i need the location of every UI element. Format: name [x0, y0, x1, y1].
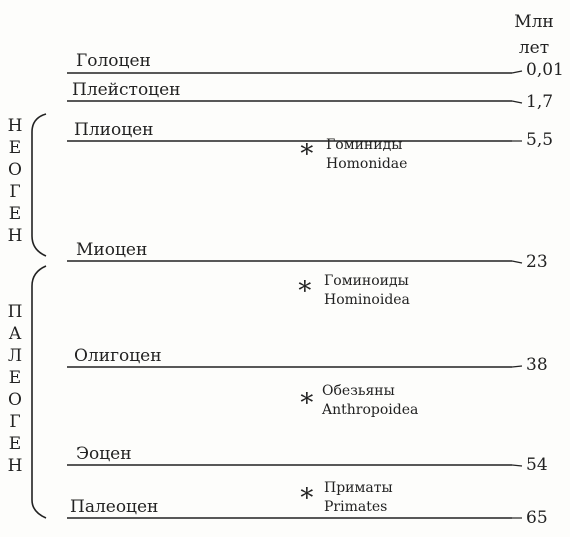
period-letter: Г — [9, 412, 21, 432]
taxon-ru-hominoidea: Гоминоиды — [324, 273, 409, 289]
asterisk-icon: ∗ — [296, 271, 314, 301]
period-letter: О — [8, 160, 22, 180]
epoch-name-pliocene: Плиоцен — [74, 120, 154, 140]
age-tick-pleistocene — [511, 100, 523, 104]
age-tick-miocene — [511, 260, 523, 264]
period-letter: Л — [7, 346, 23, 366]
asterisk-icon: ∗ — [298, 383, 316, 413]
period-letter: П — [7, 302, 23, 322]
age-label-holocene: 0,01 — [526, 60, 564, 80]
taxon-ru-primates: Приматы — [324, 480, 393, 496]
epoch-name-paleocene: Палеоцен — [70, 497, 159, 517]
unit-label-line2: лет — [518, 38, 550, 58]
paleogene-bracket — [31, 265, 47, 519]
period-letter: Н — [7, 226, 23, 246]
epoch-name-eocene: Эоцен — [76, 444, 132, 464]
period-letter: Е — [8, 434, 22, 454]
age-label-paleocene: 65 — [526, 508, 548, 528]
period-letter: Н — [7, 116, 23, 136]
period-letter: Г — [9, 182, 21, 202]
taxon-latin-hominoidea: Hominoidea — [324, 292, 410, 308]
taxon-latin-anthropoidea: Anthropoidea — [322, 402, 419, 418]
taxon-ru-anthropoidea: Обезьяны — [322, 383, 395, 399]
period-letter: Е — [8, 368, 22, 388]
asterisk-icon: ∗ — [298, 134, 316, 164]
period-letter: Е — [8, 204, 22, 224]
period-letter: А — [8, 324, 22, 344]
age-label-pleistocene: 1,7 — [526, 92, 554, 112]
asterisk-icon: ∗ — [298, 478, 316, 508]
taxon-latin-hominidae: Homonidae — [326, 156, 408, 172]
age-tick-holocene — [511, 70, 523, 74]
epoch-name-miocene: Миоцен — [76, 240, 148, 260]
period-letter: Н — [7, 456, 23, 476]
epoch-name-oligocene: Олигоцен — [74, 346, 162, 366]
taxon-latin-primates: Primates — [324, 499, 388, 515]
age-tick-eocene — [511, 464, 523, 467]
period-letter: О — [8, 390, 22, 410]
age-label-eocene: 54 — [526, 455, 548, 475]
age-label-miocene: 23 — [526, 252, 548, 272]
neogene-bracket — [31, 113, 47, 257]
epoch-name-holocene: Голоцен — [76, 51, 151, 71]
taxon-ru-hominidae: Гоминиды — [326, 137, 403, 153]
age-label-pliocene: 5,5 — [526, 130, 554, 150]
period-letter: Е — [8, 138, 22, 158]
unit-label-line1: Млн — [514, 12, 554, 32]
epoch-name-pleistocene: Плейстоцен — [72, 80, 181, 100]
age-tick-oligocene — [511, 365, 523, 368]
age-label-oligocene: 38 — [526, 355, 548, 375]
